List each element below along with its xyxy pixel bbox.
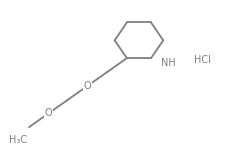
Text: NH: NH <box>161 58 176 68</box>
Text: O: O <box>84 81 92 91</box>
Text: H₃C: H₃C <box>9 135 27 145</box>
Text: HCl: HCl <box>194 55 211 65</box>
Text: O: O <box>45 108 52 118</box>
